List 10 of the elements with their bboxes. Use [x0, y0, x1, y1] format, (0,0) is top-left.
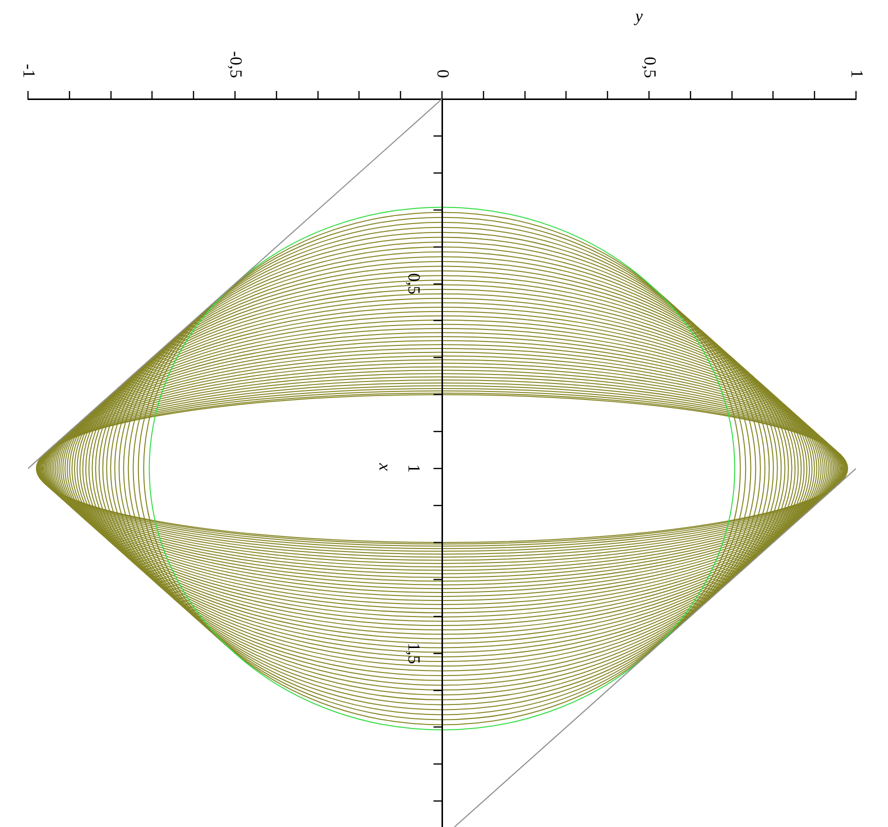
- x-tick-label: -1: [20, 64, 39, 78]
- x-axis-title: y: [633, 6, 644, 26]
- y-tick-label: 1,5: [404, 642, 424, 664]
- x-tick-label: 0,5: [640, 56, 660, 78]
- x-tick-label: 0: [434, 70, 453, 78]
- y-axis-title: x: [376, 462, 395, 472]
- y-tick-label: 1: [404, 464, 424, 473]
- y-tick-label: 0,5: [404, 273, 424, 294]
- x-tick-label: 1: [848, 70, 867, 78]
- x-tick-label: -0,5: [226, 51, 246, 78]
